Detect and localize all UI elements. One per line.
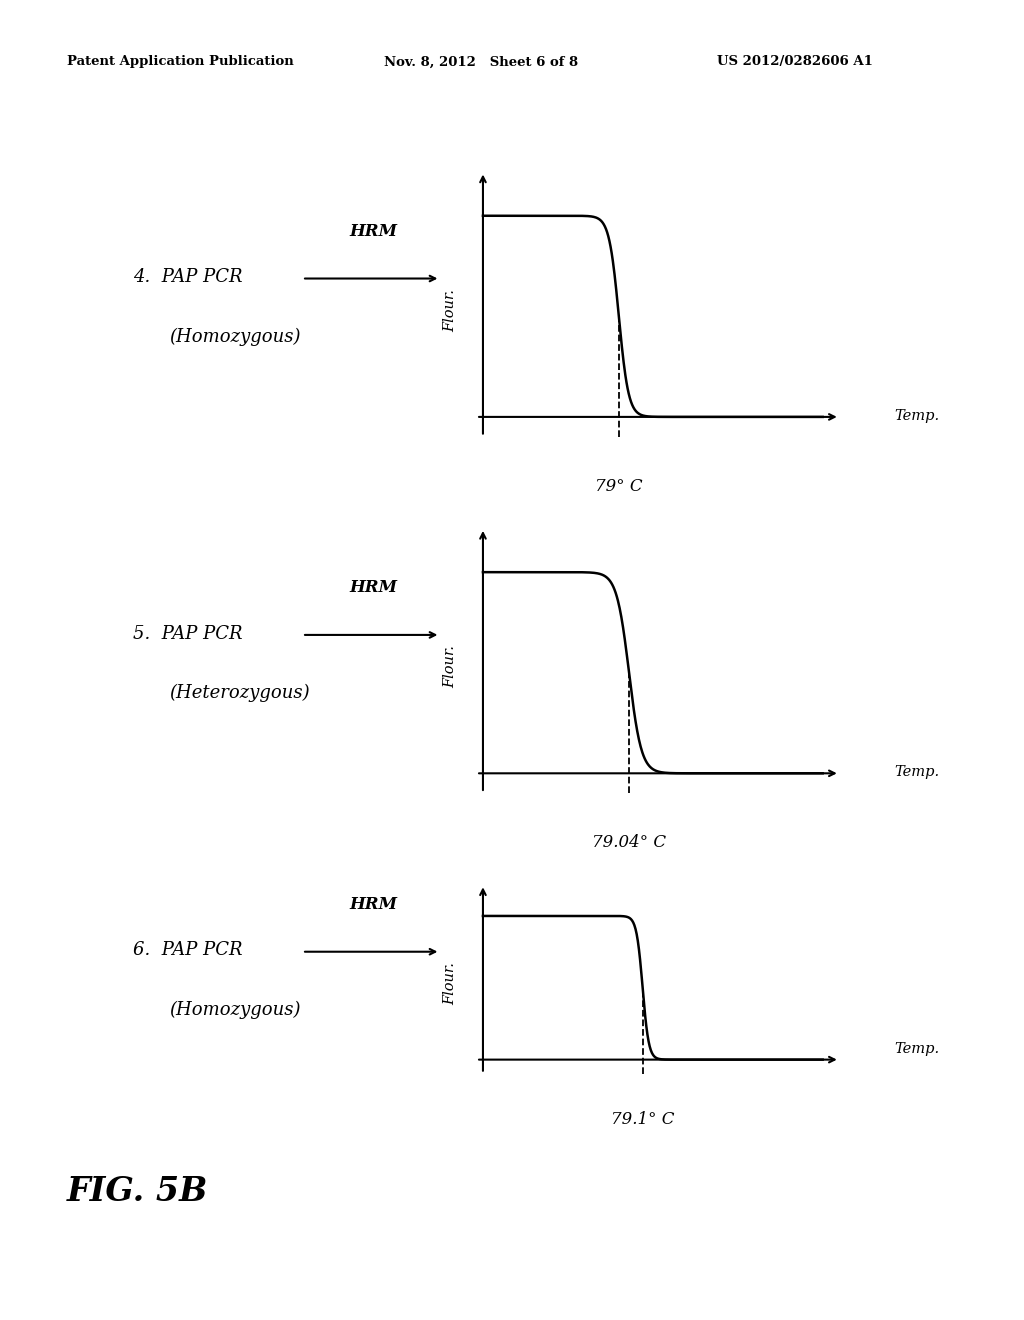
Text: Flour.: Flour.: [443, 645, 458, 688]
Text: HRM: HRM: [350, 223, 397, 239]
Text: 79.04° C: 79.04° C: [592, 834, 666, 851]
Text: 6.  PAP PCR: 6. PAP PCR: [133, 941, 243, 960]
Text: Temp.: Temp.: [894, 766, 939, 779]
Text: 79.1° C: 79.1° C: [611, 1111, 675, 1129]
Text: Flour.: Flour.: [443, 962, 458, 1005]
Text: US 2012/0282606 A1: US 2012/0282606 A1: [717, 55, 872, 69]
Text: HRM: HRM: [350, 579, 397, 595]
Text: Flour.: Flour.: [443, 289, 458, 331]
Text: 79° C: 79° C: [595, 478, 643, 495]
Text: HRM: HRM: [350, 896, 397, 912]
Text: 5.  PAP PCR: 5. PAP PCR: [133, 624, 243, 643]
Text: FIG. 5B: FIG. 5B: [67, 1175, 208, 1208]
Text: (Homozygous): (Homozygous): [169, 327, 300, 346]
Text: Temp.: Temp.: [894, 1043, 939, 1056]
Text: (Heterozygous): (Heterozygous): [169, 684, 309, 702]
Text: Patent Application Publication: Patent Application Publication: [67, 55, 293, 69]
Text: Nov. 8, 2012   Sheet 6 of 8: Nov. 8, 2012 Sheet 6 of 8: [384, 55, 579, 69]
Text: (Homozygous): (Homozygous): [169, 1001, 300, 1019]
Text: Temp.: Temp.: [894, 409, 939, 422]
Text: 4.  PAP PCR: 4. PAP PCR: [133, 268, 243, 286]
